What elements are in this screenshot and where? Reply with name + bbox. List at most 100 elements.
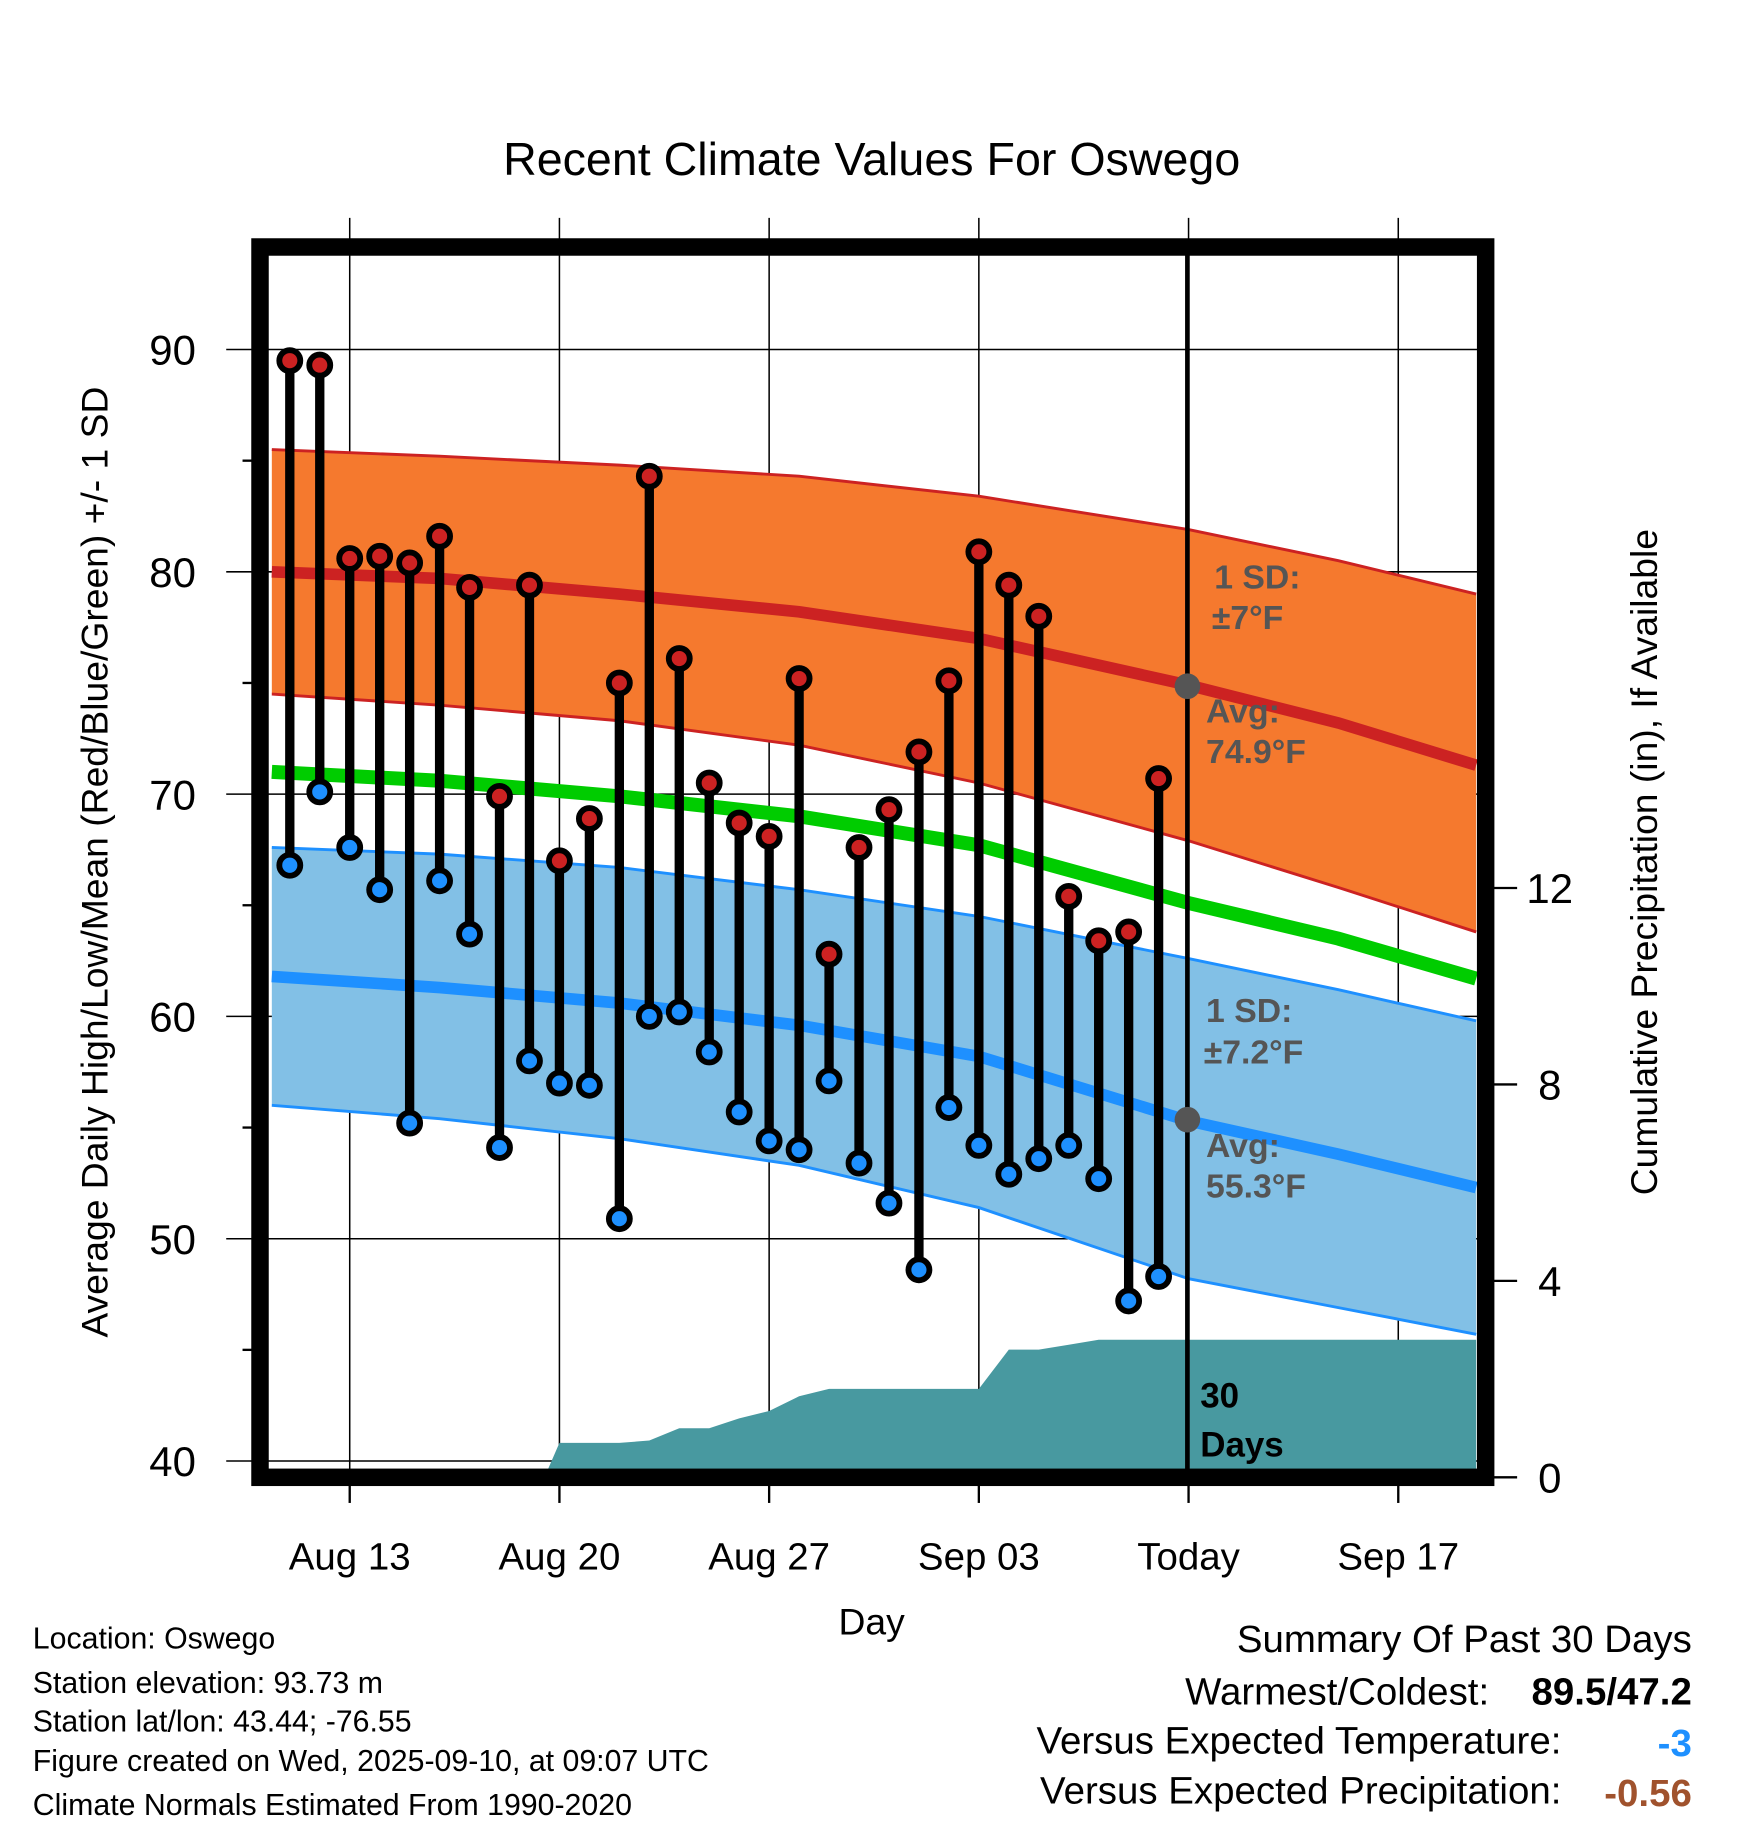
low-avg-marker — [1174, 1106, 1201, 1133]
daily-low-marker — [516, 1047, 543, 1075]
x-tick-label: Sep 03 — [918, 1535, 1040, 1578]
daily-high-marker — [456, 573, 483, 601]
daily-low-marker — [1085, 1165, 1113, 1193]
daily-low-marker — [366, 876, 394, 904]
daily-low-marker — [905, 1256, 933, 1284]
daily-high-marker — [516, 571, 543, 599]
daily-low-marker — [546, 1069, 573, 1097]
daily-high-marker — [336, 545, 364, 572]
y2-tick-label: 4 — [1538, 1258, 1561, 1305]
daily-low-marker — [575, 1071, 603, 1099]
daily-low-marker — [486, 1134, 513, 1161]
created-text: Figure created on Wed, 2025-09-10, at 09… — [33, 1745, 709, 1778]
daily-low-marker — [1115, 1287, 1143, 1315]
daily-high-marker — [426, 522, 453, 550]
temp-label: Versus Expected Temperature: — [1036, 1719, 1561, 1762]
days-label-1: 30 — [1200, 1376, 1239, 1415]
high-sd-value: ±7°F — [1212, 599, 1283, 637]
y-tick-label: 80 — [149, 549, 196, 596]
daily-high-marker — [755, 822, 783, 850]
daily-low-marker — [1025, 1145, 1053, 1173]
elevation-text: Station elevation: 93.73 m — [33, 1667, 383, 1700]
y-tick-label: 90 — [149, 327, 196, 374]
x-tick-label: Sep 17 — [1337, 1535, 1459, 1578]
daily-low-marker — [725, 1098, 753, 1126]
high-avg-label: Avg: — [1206, 692, 1280, 730]
y-axis-label: Average Daily High/Low/Mean (Red/Blue/Gr… — [73, 387, 115, 1338]
normals-text: Climate Normals Estimated From 1990-2020 — [33, 1789, 632, 1822]
daily-high-marker — [905, 738, 933, 766]
high-band-upper — [271, 448, 1477, 596]
x-axis-label: Day — [839, 1601, 906, 1643]
daily-low-marker — [1145, 1263, 1173, 1290]
daily-low-marker — [875, 1189, 903, 1217]
daily-low-marker — [695, 1038, 723, 1066]
warm-label: Warmest/Coldest: — [1185, 1671, 1489, 1714]
daily-high-marker — [935, 667, 963, 695]
daily-low-marker — [1055, 1131, 1083, 1159]
daily-high-marker — [366, 542, 394, 570]
daily-high-marker — [665, 645, 693, 672]
plot-frame — [251, 238, 1495, 1487]
summary: Summary Of Past 30 Days Warmest/Coldest:… — [1036, 1618, 1691, 1815]
low-sd-value: ±7.2°F — [1204, 1034, 1304, 1072]
summary-title: Summary Of Past 30 Days — [1237, 1618, 1692, 1661]
high-avg-value: 74.9°F — [1206, 733, 1306, 771]
daily-high-marker — [785, 665, 813, 692]
daily-high-marker — [875, 796, 903, 824]
daily-high-marker — [605, 669, 633, 697]
daily-low-marker — [935, 1094, 963, 1121]
station-info: Location: Oswego Station elevation: 93.7… — [33, 1623, 709, 1823]
daily-low-marker — [755, 1127, 783, 1155]
annotations: 1 SD: ±7°F Avg: 74.9°F 1 SD: ±7.2°F Avg:… — [1200, 558, 1306, 1464]
warm-value: 89.5/47.2 — [1532, 1671, 1692, 1714]
daily-high-marker — [306, 351, 334, 379]
y2-tick-label: 12 — [1526, 865, 1573, 912]
daily-high-marker — [575, 805, 603, 832]
daily-high-marker — [396, 549, 424, 577]
daily-high-marker — [815, 940, 843, 968]
y2-axis-label: Cumulative Precipitation (in), If Availa… — [1623, 529, 1665, 1195]
daily-high-marker — [725, 809, 753, 837]
normal-bands — [271, 448, 1479, 1478]
x-tick-label: Today — [1137, 1535, 1240, 1578]
daily-low-marker — [605, 1205, 633, 1233]
y-tick-label: 40 — [149, 1438, 196, 1485]
low-sd-band — [271, 847, 1477, 1335]
temp-value: -3 — [1658, 1722, 1692, 1765]
x-tick-label: Aug 27 — [708, 1535, 830, 1578]
cumulative-precip-area — [271, 1339, 1477, 1478]
y2-tick-label: 0 — [1538, 1454, 1561, 1501]
low-avg-label: Avg: — [1206, 1127, 1280, 1165]
location-text: Location: Oswego — [33, 1623, 275, 1656]
daily-high-marker — [1025, 602, 1053, 630]
y-tick-label: 50 — [149, 1216, 196, 1263]
days-label-2: Days — [1200, 1425, 1284, 1464]
daily-high-marker — [1055, 882, 1083, 910]
daily-high-marker — [965, 538, 993, 566]
precip-value: -0.56 — [1604, 1772, 1692, 1815]
daily-high-marker — [845, 834, 873, 861]
daily-high-marker — [995, 571, 1023, 599]
high-avg-marker — [1174, 673, 1201, 700]
high-sd-label: 1 SD: — [1214, 558, 1300, 596]
y2-tick-label: 8 — [1538, 1062, 1561, 1109]
daily-low-marker — [456, 920, 483, 948]
daily-high-marker — [1115, 918, 1143, 946]
daily-low-marker — [426, 867, 453, 895]
daily-high-marker — [695, 769, 723, 797]
chart-title: Recent Climate Values For Oswego — [503, 133, 1240, 185]
latlon-text: Station lat/lon: 43.44; -76.55 — [33, 1705, 412, 1738]
y-tick-label: 70 — [149, 771, 196, 818]
daily-low-marker — [815, 1067, 843, 1095]
daily-low-marker — [396, 1109, 424, 1137]
daily-low-marker — [995, 1160, 1023, 1188]
axes: Aug 13 Aug 20 Aug 27 Sep 03 Today Sep 1740506… — [149, 327, 1573, 1579]
high-sd-band — [271, 449, 1477, 932]
daily-low-marker — [665, 998, 693, 1026]
daily-low-marker — [965, 1131, 993, 1159]
daily-high-marker — [546, 847, 573, 875]
daily-high-marker — [276, 347, 304, 375]
daily-low-marker — [845, 1149, 873, 1177]
low-avg-value: 55.3°F — [1206, 1168, 1306, 1206]
